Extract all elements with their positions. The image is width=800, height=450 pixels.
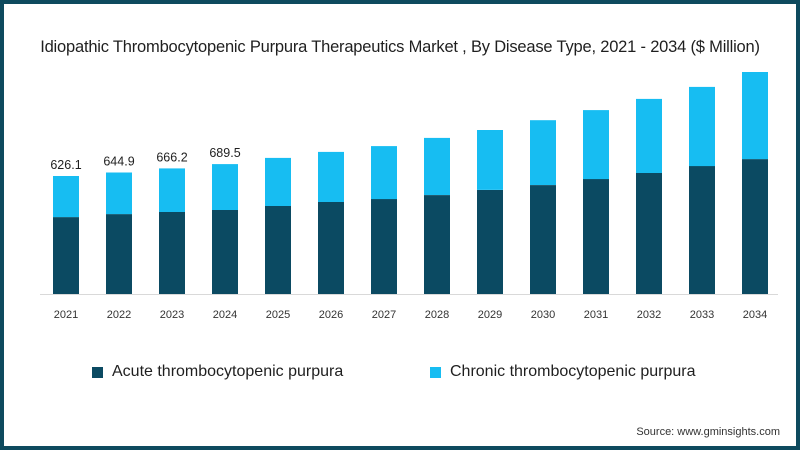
x-tick-label: 2034 bbox=[743, 309, 767, 321]
x-tick-label: 2030 bbox=[531, 309, 555, 321]
bar-acute-2022 bbox=[106, 214, 132, 294]
bar-acute-2027 bbox=[371, 199, 397, 294]
x-tick-label: 2029 bbox=[478, 309, 502, 321]
x-tick-label: 2026 bbox=[319, 309, 343, 321]
bar-acute-2031 bbox=[583, 179, 609, 294]
bar-chronic-2034 bbox=[742, 72, 768, 160]
legend-swatch-chronic bbox=[430, 366, 441, 378]
legend-item-acute: Acute thrombocytopenic purpura bbox=[92, 363, 343, 381]
data-label: 689.5 bbox=[209, 146, 240, 160]
x-tick-label: 2021 bbox=[54, 309, 78, 321]
source-note: Source: www.gminsights.com bbox=[636, 426, 780, 438]
data-labels: 626.1 644.9 666.2 689.5 bbox=[50, 146, 240, 172]
bar-acute-2034 bbox=[742, 159, 768, 294]
legend-label-acute: Acute thrombocytopenic purpura bbox=[112, 363, 344, 380]
chart-title: Idiopathic Thrombocytopenic Purpura Ther… bbox=[40, 38, 760, 56]
bar-chronic-2022 bbox=[106, 172, 132, 215]
bar-acute-2021 bbox=[53, 217, 79, 294]
bar-chronic-2021 bbox=[53, 176, 79, 218]
data-label: 626.1 bbox=[50, 158, 81, 172]
bar-chronic-2032 bbox=[636, 98, 662, 173]
bars-group bbox=[53, 72, 768, 294]
bar-acute-2030 bbox=[530, 185, 556, 294]
bar-acute-2026 bbox=[318, 202, 344, 294]
bar-chronic-2031 bbox=[583, 110, 609, 180]
legend: Acute thrombocytopenic purpura Chronic t… bbox=[0, 363, 800, 387]
bar-acute-2032 bbox=[636, 173, 662, 294]
x-tick-label: 2025 bbox=[266, 309, 290, 321]
x-tick-label: 2032 bbox=[637, 309, 661, 321]
bar-acute-2033 bbox=[689, 166, 715, 294]
x-tick-label: 2024 bbox=[213, 309, 237, 321]
bar-acute-2025 bbox=[265, 206, 291, 294]
bar-chronic-2030 bbox=[530, 120, 556, 185]
x-tick-label: 2031 bbox=[584, 309, 608, 321]
x-tick-label: 2023 bbox=[160, 309, 184, 321]
bar-chronic-2026 bbox=[318, 151, 344, 202]
x-tick-labels: 2021 2022 2023 2024 2025 2026 2027 2028 2029 2030… bbox=[54, 309, 767, 321]
bar-chronic-2027 bbox=[371, 146, 397, 200]
x-tick-label: 2033 bbox=[690, 309, 714, 321]
bar-acute-2029 bbox=[477, 190, 503, 294]
legend-swatch-acute bbox=[92, 366, 103, 378]
bar-chronic-2033 bbox=[689, 86, 715, 167]
legend-item-chronic: Chronic thrombocytopenic purpura bbox=[430, 363, 695, 381]
bar-acute-2024 bbox=[212, 209, 238, 294]
bar-chronic-2025 bbox=[265, 157, 291, 206]
bar-acute-2028 bbox=[424, 195, 450, 294]
bar-chronic-2028 bbox=[424, 137, 450, 195]
bar-acute-2023 bbox=[159, 212, 185, 294]
bar-chronic-2023 bbox=[159, 168, 185, 212]
bar-chronic-2024 bbox=[212, 164, 238, 210]
legend-label-chronic: Chronic thrombocytopenic purpura bbox=[450, 363, 696, 380]
bar-chronic-2029 bbox=[477, 130, 503, 190]
x-tick-label: 2028 bbox=[425, 309, 449, 321]
x-tick-label: 2027 bbox=[372, 309, 396, 321]
data-label: 666.2 bbox=[156, 150, 187, 164]
data-label: 644.9 bbox=[103, 155, 134, 169]
x-tick-label: 2022 bbox=[107, 309, 131, 321]
